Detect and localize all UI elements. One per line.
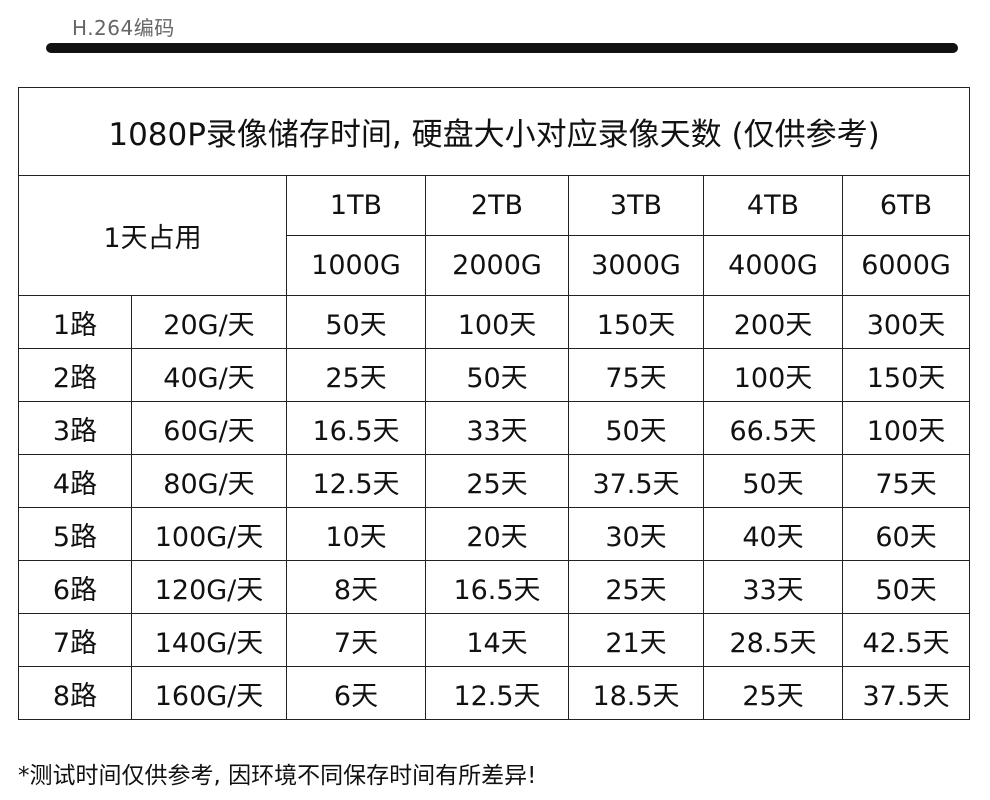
days-cell: 7天 [286, 613, 426, 667]
days-cell: 300天 [841, 295, 971, 349]
days-cell: 28.5天 [703, 613, 843, 667]
days-cell: 33天 [703, 560, 843, 614]
days-cell: 21天 [568, 613, 704, 667]
days-cell: 25天 [703, 666, 843, 720]
days-cell: 66.5天 [703, 401, 843, 455]
days-cell: 75天 [841, 454, 971, 508]
table-title-row: 1080P录像储存时间, 硬盘大小对应录像天数 (仅供参考) [17, 87, 971, 176]
days-cell: 100天 [841, 401, 971, 455]
table-row: 6路 120G/天 8天 16.5天 25天 33天 50天 [18, 560, 971, 614]
days-cell: 100天 [703, 348, 843, 402]
table-title: 1080P录像储存时间, 硬盘大小对应录像天数 (仅供参考) [17, 87, 971, 176]
days-cell: 25天 [425, 454, 569, 508]
days-cell: 200天 [703, 295, 843, 349]
days-cell: 37.5天 [841, 666, 971, 720]
daily-usage-cell: 60G/天 [131, 401, 287, 455]
daily-usage-cell: 120G/天 [131, 560, 287, 614]
channel-count-cell: 7路 [18, 613, 132, 667]
channel-count-cell: 5路 [18, 507, 132, 561]
channel-count-cell: 4路 [18, 454, 132, 508]
days-cell: 42.5天 [841, 613, 971, 667]
capacity-tb-cell: 2TB [425, 175, 569, 236]
encoding-label: H.264编码 [72, 16, 175, 40]
daily-usage-cell: 40G/天 [131, 348, 287, 402]
days-cell: 6天 [286, 666, 426, 720]
days-cell: 10天 [286, 507, 426, 561]
days-cell: 14天 [425, 613, 569, 667]
days-cell: 8天 [286, 560, 426, 614]
channel-count-cell: 8路 [18, 666, 132, 720]
capacity-tb-cell: 4TB [703, 175, 843, 236]
days-cell: 20天 [425, 507, 569, 561]
capacity-gb-cell: 4000G [703, 235, 843, 296]
days-cell: 50天 [425, 348, 569, 402]
daily-usage-cell: 140G/天 [131, 613, 287, 667]
daily-usage-cell: 160G/天 [131, 666, 287, 720]
channel-count-cell: 3路 [18, 401, 132, 455]
days-cell: 100天 [425, 295, 569, 349]
daily-usage-cell: 100G/天 [131, 507, 287, 561]
capacity-gb-cell: 3000G [568, 235, 704, 296]
days-cell: 150天 [841, 348, 971, 402]
channel-count-cell: 2路 [18, 348, 132, 402]
channel-count-cell: 1路 [18, 295, 132, 349]
capacity-gb-cell: 1000G [286, 235, 426, 296]
days-cell: 25天 [286, 348, 426, 402]
days-cell: 37.5天 [568, 454, 704, 508]
days-cell: 16.5天 [425, 560, 569, 614]
table-row: 1路 20G/天 50天 100天 150天 200天 300天 [18, 295, 971, 349]
daily-usage-cell: 80G/天 [131, 454, 287, 508]
capacity-gb-cell: 2000G [425, 235, 569, 296]
table-row: 5路 100G/天 10天 20天 30天 40天 60天 [18, 507, 971, 561]
daily-usage-header: 1天占用 [18, 175, 287, 296]
capacity-tb-cell: 1TB [286, 175, 426, 236]
days-cell: 40天 [703, 507, 843, 561]
channel-count-cell: 6路 [18, 560, 132, 614]
days-cell: 75天 [568, 348, 704, 402]
days-cell: 33天 [425, 401, 569, 455]
days-cell: 50天 [568, 401, 704, 455]
days-cell: 50天 [841, 560, 971, 614]
days-cell: 60天 [841, 507, 971, 561]
days-cell: 25天 [568, 560, 704, 614]
storage-days-table: 1080P录像储存时间, 硬盘大小对应录像天数 (仅供参考) 1天占用 1TB … [17, 87, 971, 720]
table-row: 4路 80G/天 12.5天 25天 37.5天 50天 75天 [18, 454, 971, 508]
daily-usage-cell: 20G/天 [131, 295, 287, 349]
table-row: 3路 60G/天 16.5天 33天 50天 66.5天 100天 [18, 401, 971, 455]
capacity-tb-row: 1天占用 1TB 2TB 3TB 4TB 6TB [18, 175, 971, 296]
table-row: 2路 40G/天 25天 50天 75天 100天 150天 [18, 348, 971, 402]
table-row: 7路 140G/天 7天 14天 21天 28.5天 42.5天 [18, 613, 971, 667]
capacity-gb-cell: 6000G [841, 235, 971, 296]
table-row: 8路 160G/天 6天 12.5天 18.5天 25天 37.5天 [18, 666, 971, 720]
capacity-tb-cell: 3TB [568, 175, 704, 236]
days-cell: 12.5天 [286, 454, 426, 508]
days-cell: 30天 [568, 507, 704, 561]
days-cell: 16.5天 [286, 401, 426, 455]
days-cell: 12.5天 [425, 666, 569, 720]
days-cell: 18.5天 [568, 666, 704, 720]
days-cell: 50天 [703, 454, 843, 508]
header-divider-bar [46, 43, 958, 53]
days-cell: 50天 [286, 295, 426, 349]
capacity-tb-cell: 6TB [841, 175, 971, 236]
days-cell: 150天 [568, 295, 704, 349]
disclaimer-footnote: *测试时间仅供参考, 因环境不同保存时间有所差异! [18, 763, 537, 789]
